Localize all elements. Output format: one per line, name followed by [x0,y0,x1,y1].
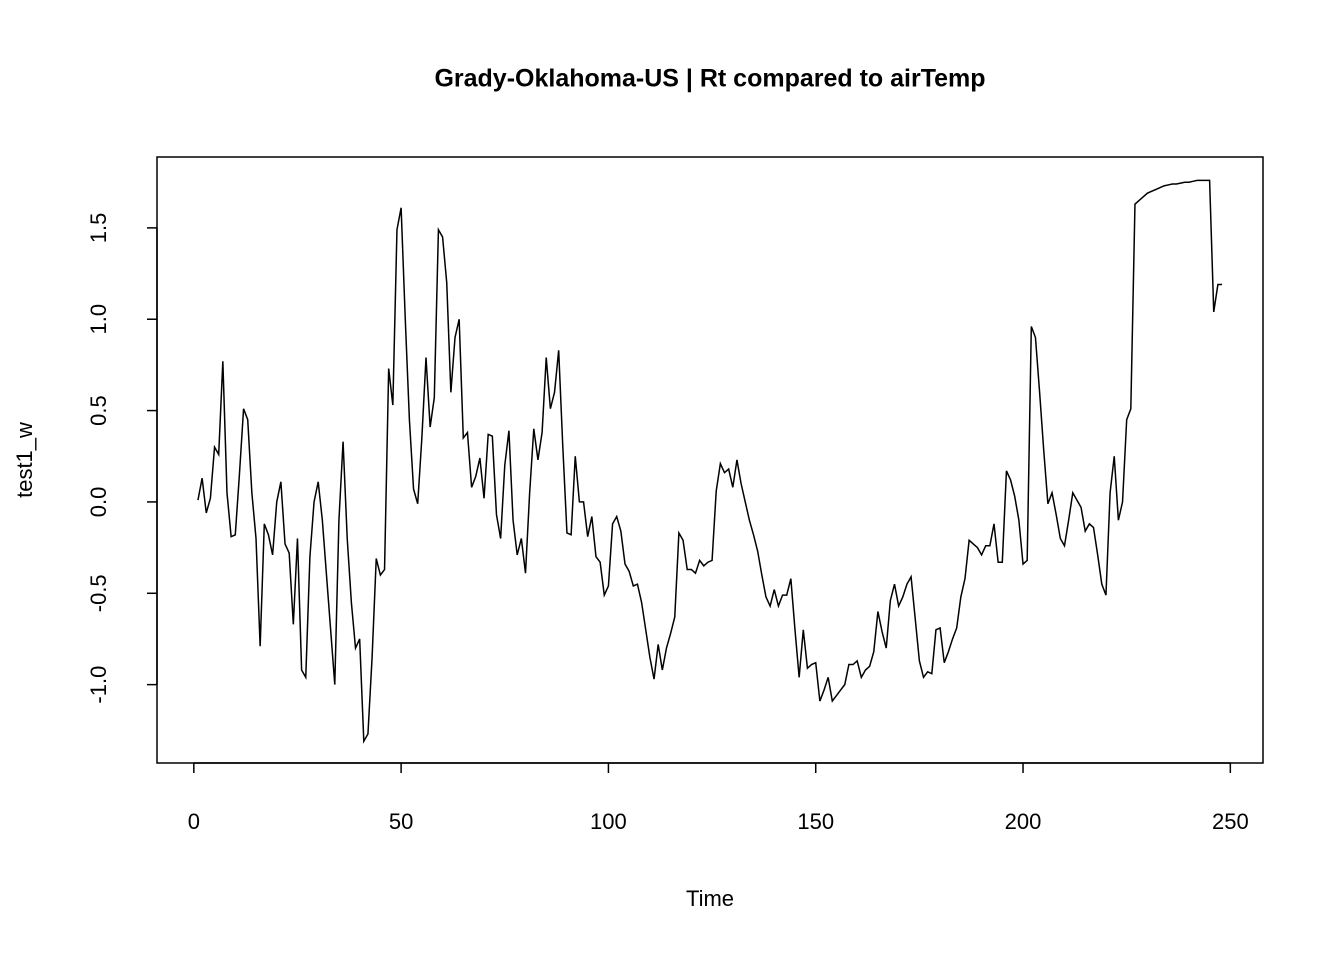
x-tick-label: 200 [1005,809,1042,834]
x-tick-label: 250 [1212,809,1249,834]
y-tick-label: 0.0 [86,487,111,518]
chart-title: Grady-Oklahoma-US | Rt compared to airTe… [434,65,985,93]
x-axis-label: Time [686,886,734,911]
y-tick-label: 1.5 [86,213,111,244]
plot-frame [156,156,1264,764]
series-line [197,179,1223,744]
x-tick-label: 0 [188,809,200,834]
y-tick-label: -0.5 [86,574,111,612]
y-tick-label: 0.5 [86,395,111,426]
x-tick-label: 100 [590,809,627,834]
x-tick-label: 50 [389,809,413,834]
y-tick-label: -1.0 [86,666,111,704]
y-tick-label: 1.0 [86,304,111,335]
x-tick-label: 150 [797,809,834,834]
y-axis-label: test1_w [12,422,37,498]
